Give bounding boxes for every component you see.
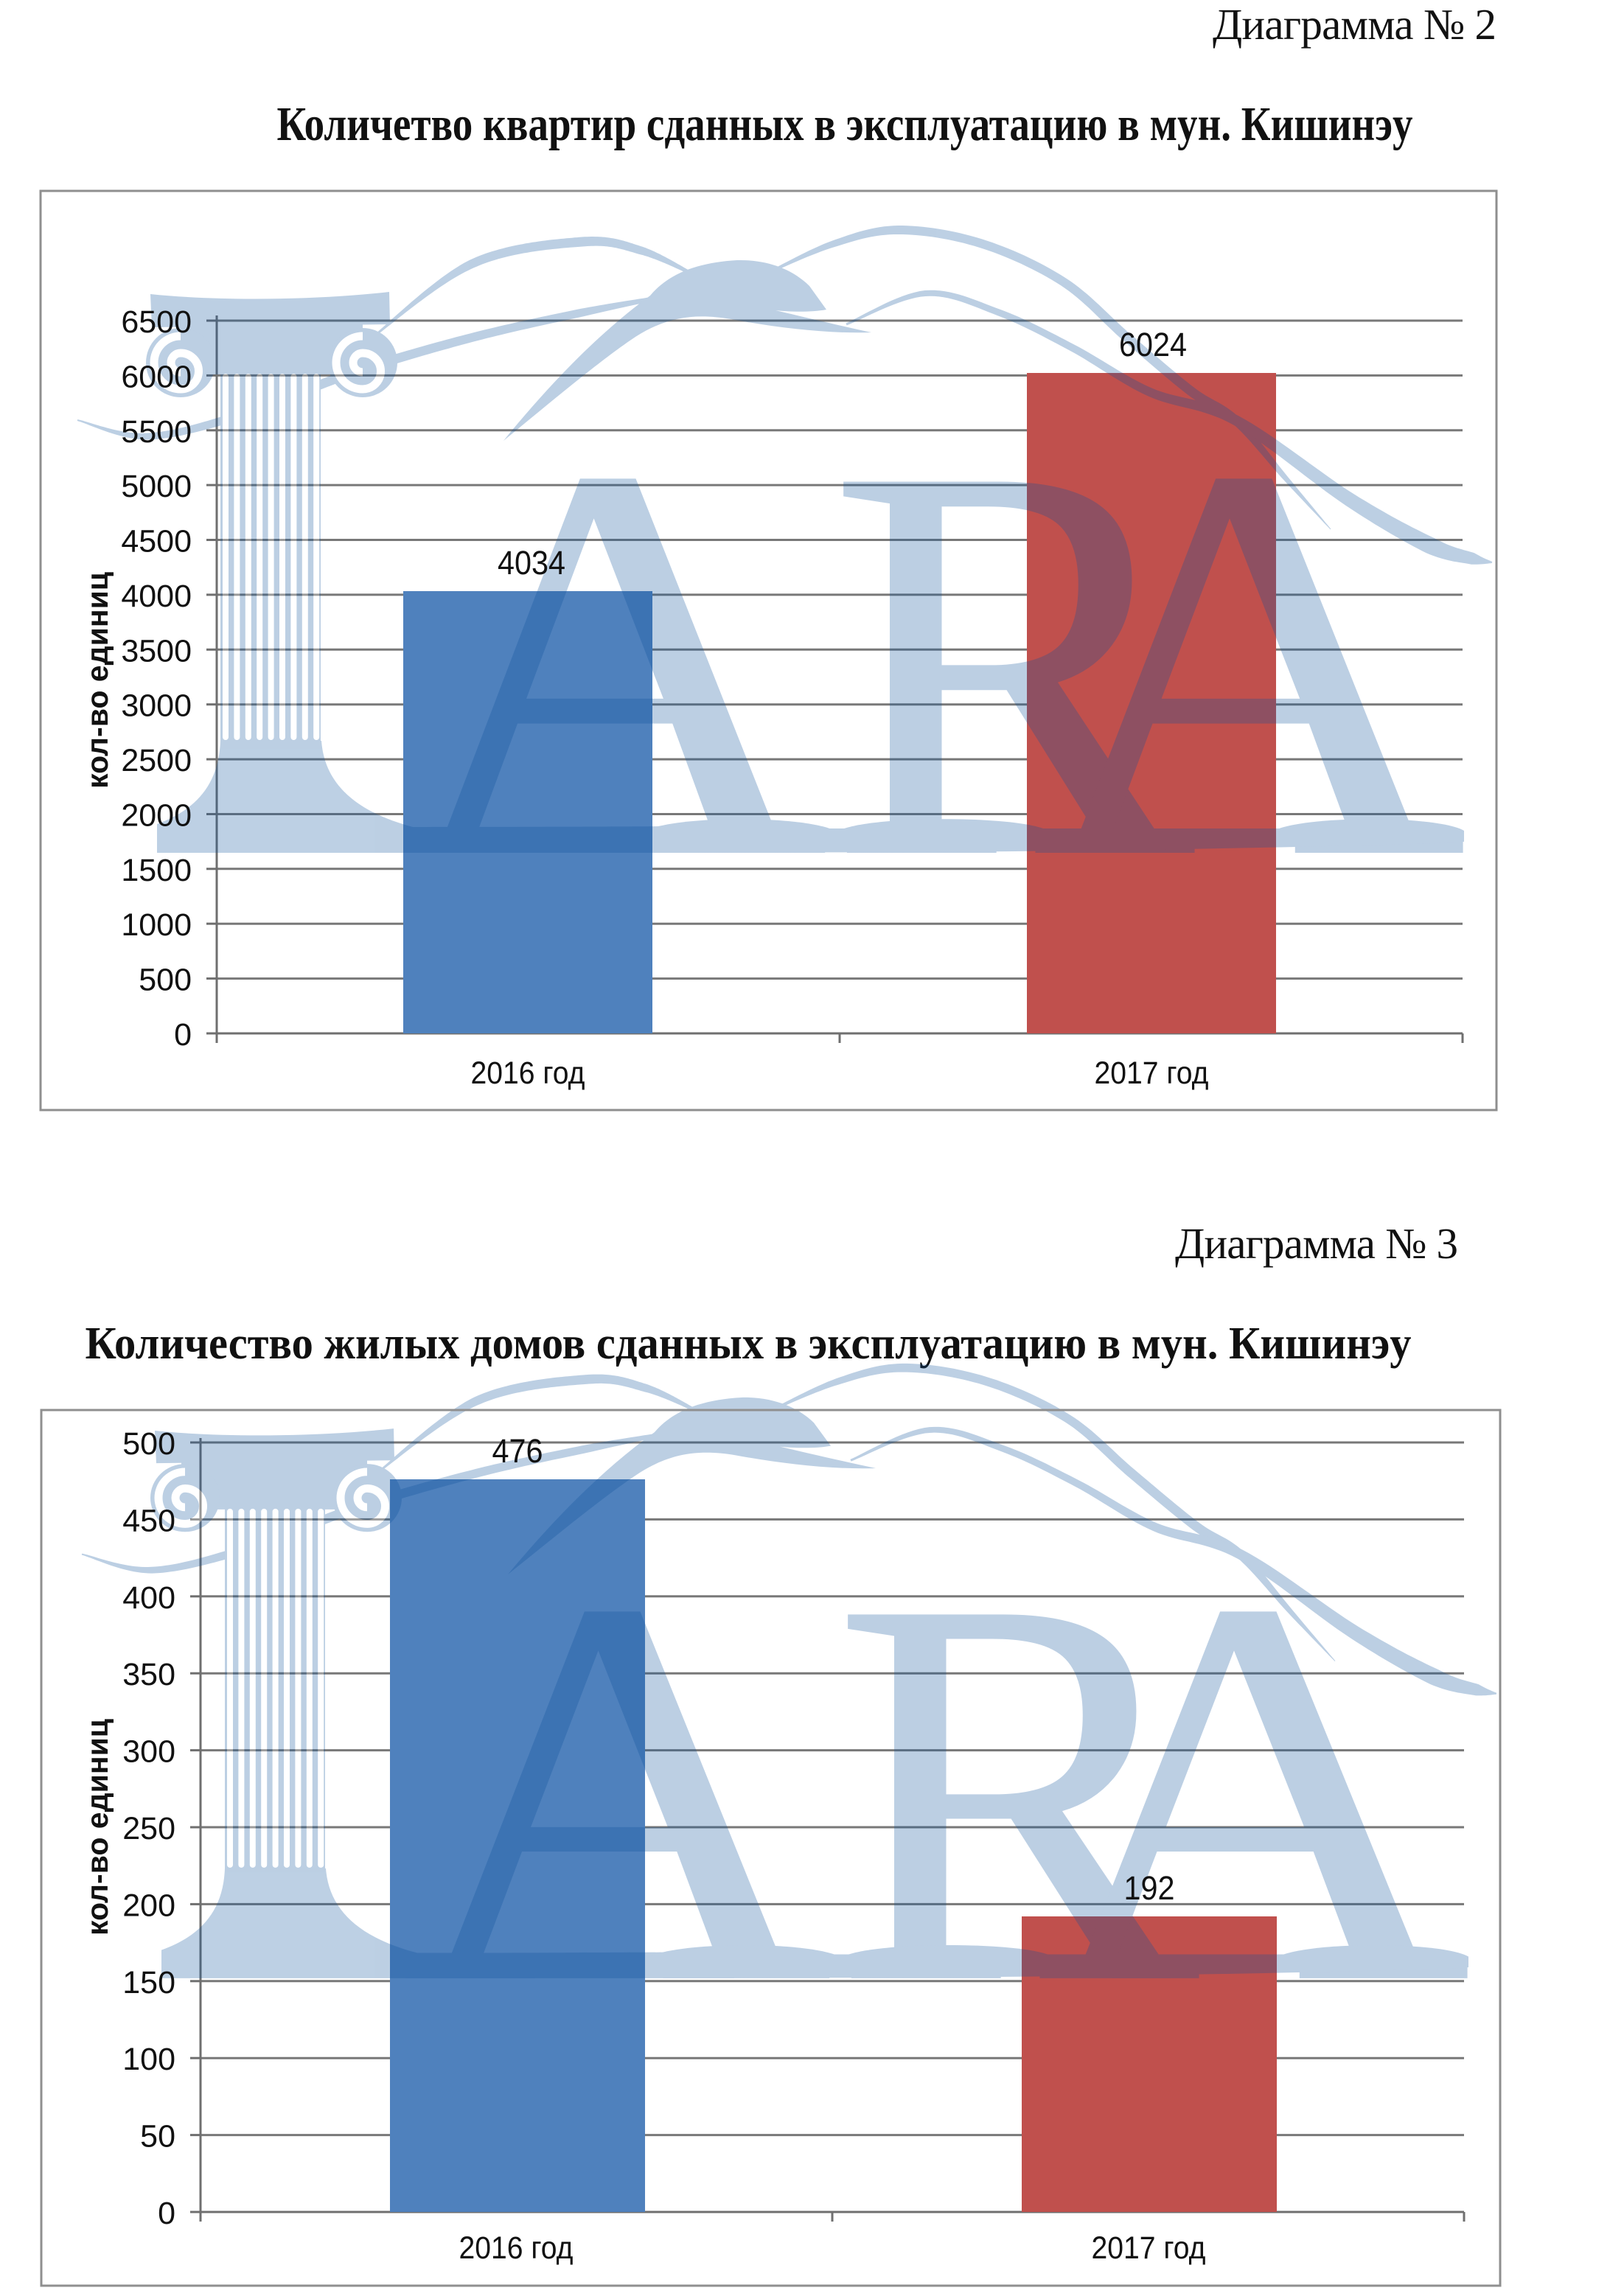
svg-text:5500: 5500 — [121, 414, 192, 450]
svg-text:4000: 4000 — [121, 579, 192, 614]
svg-text:Количество жилых домов сданных: Количество жилых домов сданных в эксплуа… — [86, 1319, 1412, 1369]
svg-text:2016 год: 2016 год — [459, 2230, 574, 2266]
svg-text:1500: 1500 — [121, 853, 192, 888]
svg-text:кол-во единиц: кол-во единиц — [80, 572, 114, 789]
svg-text:2000: 2000 — [121, 798, 192, 834]
svg-text:3500: 3500 — [121, 633, 192, 669]
svg-text:6000: 6000 — [121, 359, 192, 394]
svg-text:кол-во единиц: кол-во единиц — [80, 1719, 114, 1936]
svg-text:4034: 4034 — [498, 544, 565, 582]
svg-text:6500: 6500 — [121, 304, 192, 340]
svg-text:450: 450 — [122, 1503, 175, 1538]
svg-text:0: 0 — [174, 1017, 192, 1053]
svg-text:1000: 1000 — [121, 907, 192, 943]
svg-text:300: 300 — [122, 1734, 175, 1770]
svg-text:50: 50 — [140, 2119, 175, 2154]
svg-text:200: 200 — [122, 1888, 175, 1923]
svg-text:Диаграмма № 2: Диаграмма № 2 — [1213, 0, 1496, 49]
svg-text:3000: 3000 — [121, 688, 192, 724]
svg-text:2017 год: 2017 год — [1092, 2230, 1206, 2266]
svg-text:500: 500 — [122, 1426, 175, 1462]
svg-text:500: 500 — [139, 963, 192, 998]
svg-text:Диаграмма № 3: Диаграмма № 3 — [1175, 1219, 1458, 1268]
svg-text:350: 350 — [122, 1657, 175, 1692]
svg-text:2017 год: 2017 год — [1095, 1055, 1209, 1091]
svg-text:Количетво квартир сданных в эк: Количетво квартир сданных в эксплуатацию… — [277, 97, 1413, 151]
svg-text:250: 250 — [122, 1811, 175, 1846]
svg-text:150: 150 — [122, 1965, 175, 2000]
svg-text:100: 100 — [122, 2042, 175, 2077]
svg-text:2016 год: 2016 год — [471, 1055, 585, 1091]
svg-text:2500: 2500 — [121, 743, 192, 778]
svg-text:4500: 4500 — [121, 524, 192, 559]
svg-text:192: 192 — [1124, 1869, 1175, 1907]
svg-text:5000: 5000 — [121, 469, 192, 504]
svg-text:6024: 6024 — [1119, 326, 1187, 363]
svg-text:400: 400 — [122, 1580, 175, 1616]
svg-text:476: 476 — [492, 1432, 543, 1470]
svg-text:0: 0 — [158, 2196, 175, 2231]
